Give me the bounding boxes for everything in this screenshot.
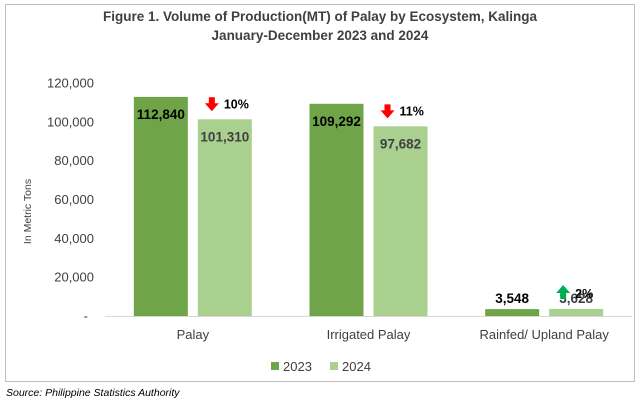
data-label-2023-1: 109,292 (312, 114, 361, 129)
legend-swatch-2024 (330, 362, 338, 370)
chart-title: Figure 1. Volume of Production(MT) of Pa… (102, 9, 538, 24)
y-tick-label: 20,000 (54, 270, 94, 285)
bar-2024-0 (197, 119, 252, 316)
data-label-2024-1: 97,682 (380, 136, 421, 151)
bar-2023-2 (485, 309, 540, 316)
percent-change-label: 11% (400, 104, 424, 118)
data-label-2023-0: 112,840 (137, 107, 185, 122)
source-note: Source: Philippine Statistics Authority (6, 387, 180, 399)
arrow-up-icon (556, 284, 571, 299)
chart-subtitle: January-December 2023 and 2024 (211, 28, 429, 43)
y-tick-label: 40,000 (54, 231, 94, 246)
x-category-label: Rainfed/ Upland Palay (479, 327, 609, 342)
y-tick-label: 100,000 (47, 114, 94, 129)
legend-swatch-2023 (271, 362, 279, 370)
arrow-down-icon (204, 97, 219, 112)
y-tick-label: 120,000 (47, 76, 94, 91)
y-tick-label: 80,000 (54, 153, 94, 168)
x-category-label: Irrigated Palay (327, 327, 411, 342)
bar-2024-1 (373, 126, 428, 317)
bar-2023-0 (133, 96, 188, 316)
legend-label-2024: 2024 (342, 359, 371, 374)
chart-title-block: Figure 1. Volume of Production(MT) of Pa… (0, 7, 640, 45)
bar-2023-1 (309, 103, 364, 316)
data-label-2023-2: 3,548 (495, 291, 529, 306)
y-tick-label: 60,000 (54, 192, 94, 207)
arrow-down-icon (380, 104, 395, 119)
x-category-label: Palay (177, 327, 210, 342)
y-tick-label: - (84, 309, 88, 324)
percent-change-label: 10% (224, 97, 249, 111)
y-axis-title: In Metric Tons (22, 179, 34, 244)
bar-2024-2 (549, 308, 604, 316)
percent-change-label: 2% (575, 287, 593, 301)
legend-label-2023: 2023 (283, 359, 312, 374)
data-label-2024-2: 3,628 (559, 291, 593, 306)
data-label-2024-0: 101,310 (200, 129, 249, 144)
